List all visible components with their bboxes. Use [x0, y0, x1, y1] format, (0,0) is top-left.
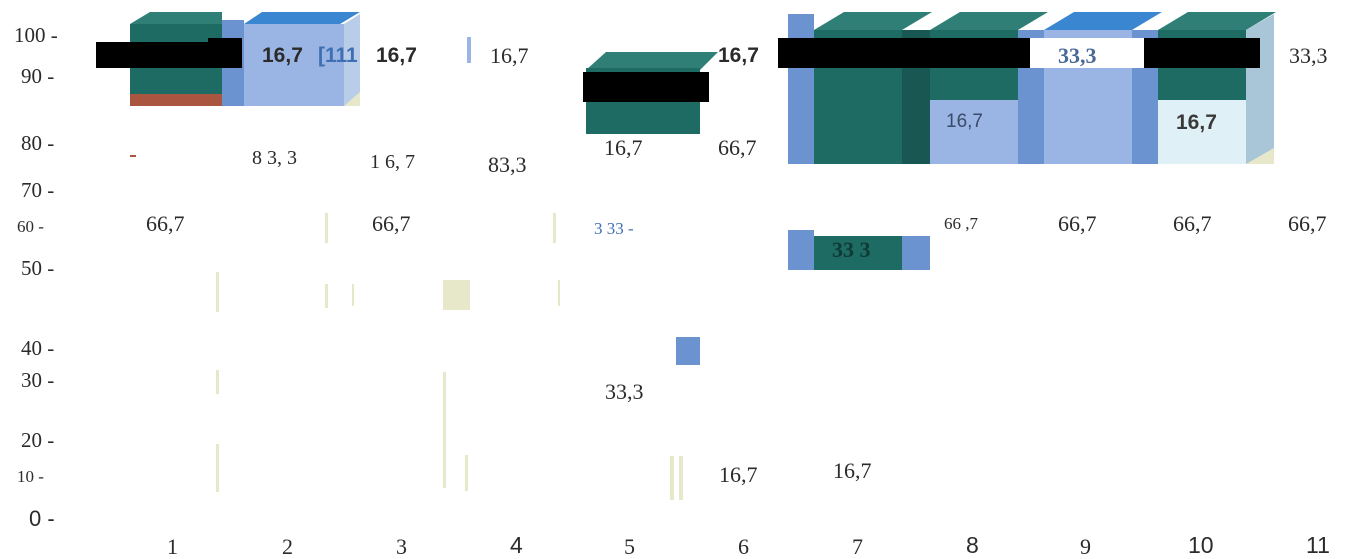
bar7-left-blue [788, 14, 814, 164]
artifact [216, 370, 219, 394]
bar5-top [586, 52, 718, 70]
data-label: 66,7 [718, 135, 757, 160]
bar7-top [814, 12, 932, 30]
artifact [130, 155, 136, 157]
redaction-box [208, 38, 242, 68]
data-label: [111 [318, 44, 358, 67]
data-label: 16,7 [490, 43, 529, 68]
x-tick-label: 2 [282, 534, 293, 559]
artifact [558, 280, 560, 306]
x-tick-label: 9 [1080, 534, 1091, 559]
y-tick-label: 90 - [21, 64, 55, 88]
y-tick-label: 0 - [29, 506, 55, 531]
data-label: 33,3 [605, 379, 644, 404]
bar7-lower-face [814, 236, 902, 270]
data-label: 33 3 [832, 237, 871, 262]
artifacts [130, 37, 700, 500]
data-label: 66,7 [1173, 211, 1212, 236]
y-tick-label: 50 - [21, 256, 55, 280]
x-tick-label: 10 [1188, 532, 1214, 558]
data-label: 16,7 [946, 111, 983, 132]
data-label: 8 3, 3 [252, 147, 297, 169]
data-label: 16,7 [376, 44, 417, 67]
bar2-face [244, 24, 344, 106]
y-tick-label: 40 - [21, 336, 55, 360]
x-tick-label: 11 [1306, 532, 1330, 558]
artifact [443, 372, 446, 488]
artifact [443, 280, 470, 310]
bar8-face-blue [930, 100, 1018, 164]
data-label: 66,7 [1288, 211, 1327, 236]
bar2-top [244, 12, 360, 24]
redaction-box [583, 72, 709, 102]
bar2-pale [344, 92, 360, 106]
bar10-face-pale [1158, 100, 1246, 164]
data-label: 3 33 - [594, 219, 634, 238]
y-tick-label: 60 - [17, 217, 44, 236]
data-label: 66 ,7 [944, 214, 978, 233]
y-tick-label: 80 - [21, 131, 55, 155]
bar2-side [344, 14, 360, 106]
artifact [465, 455, 468, 491]
data-label: 1 6, 7 [370, 151, 415, 173]
artifact [670, 456, 674, 500]
x-tick-label: 3 [396, 534, 407, 559]
artifact [325, 213, 328, 243]
bar1-rust [130, 94, 222, 106]
data-label: 16,7 [718, 44, 759, 67]
y-tick-label: 70 - [21, 178, 55, 202]
artifact [467, 37, 471, 63]
x-tick-label: 4 [510, 532, 523, 558]
data-label: 16,7 [833, 458, 872, 483]
data-label: 66,7 [372, 211, 411, 236]
artifact [325, 284, 328, 308]
white-label-box [1030, 38, 1144, 68]
bar7-lower-side [902, 236, 930, 270]
data-label: 66,7 [1058, 211, 1097, 236]
y-tick-label: 30 - [21, 368, 55, 392]
x-tick-label: 8 [966, 532, 979, 558]
data-label: 33,3 [1289, 43, 1328, 68]
bar9-top [1044, 12, 1162, 30]
x-tick-label: 5 [624, 534, 635, 559]
x-tick-label: 7 [852, 534, 863, 559]
y-tick-label: 10 - [17, 467, 44, 486]
data-label: 16,7 [719, 462, 758, 487]
data-label: 16,7 [262, 44, 303, 67]
artifact [679, 456, 683, 500]
bar10-top [1158, 12, 1276, 30]
data-label: 83,3 [488, 152, 527, 177]
bar-cluster-7-11 [788, 12, 1276, 164]
x-tick-label: 1 [167, 534, 178, 559]
bar7-lower-blue [788, 230, 814, 270]
bar-7-lower-fragment [788, 230, 930, 270]
bar1-top [130, 12, 222, 24]
data-label: 33,3 [1058, 43, 1097, 68]
data-label: 66,7 [146, 211, 185, 236]
redaction-box [1144, 38, 1260, 68]
data-label: 16,7 [1176, 111, 1217, 134]
y-tick-label: 100 - [14, 23, 58, 47]
y-tick-label: 20 - [21, 428, 55, 452]
artifact [676, 337, 700, 365]
artifact [216, 272, 219, 312]
redaction-box [778, 38, 1030, 68]
bar8-top [930, 12, 1048, 30]
x-tick-label: 6 [738, 534, 749, 559]
artifact [216, 444, 219, 492]
data-label: 16,7 [604, 135, 643, 160]
artifact [553, 213, 556, 243]
bar10-side [1246, 14, 1274, 164]
artifact [352, 284, 354, 306]
bar10-pale [1246, 148, 1274, 164]
